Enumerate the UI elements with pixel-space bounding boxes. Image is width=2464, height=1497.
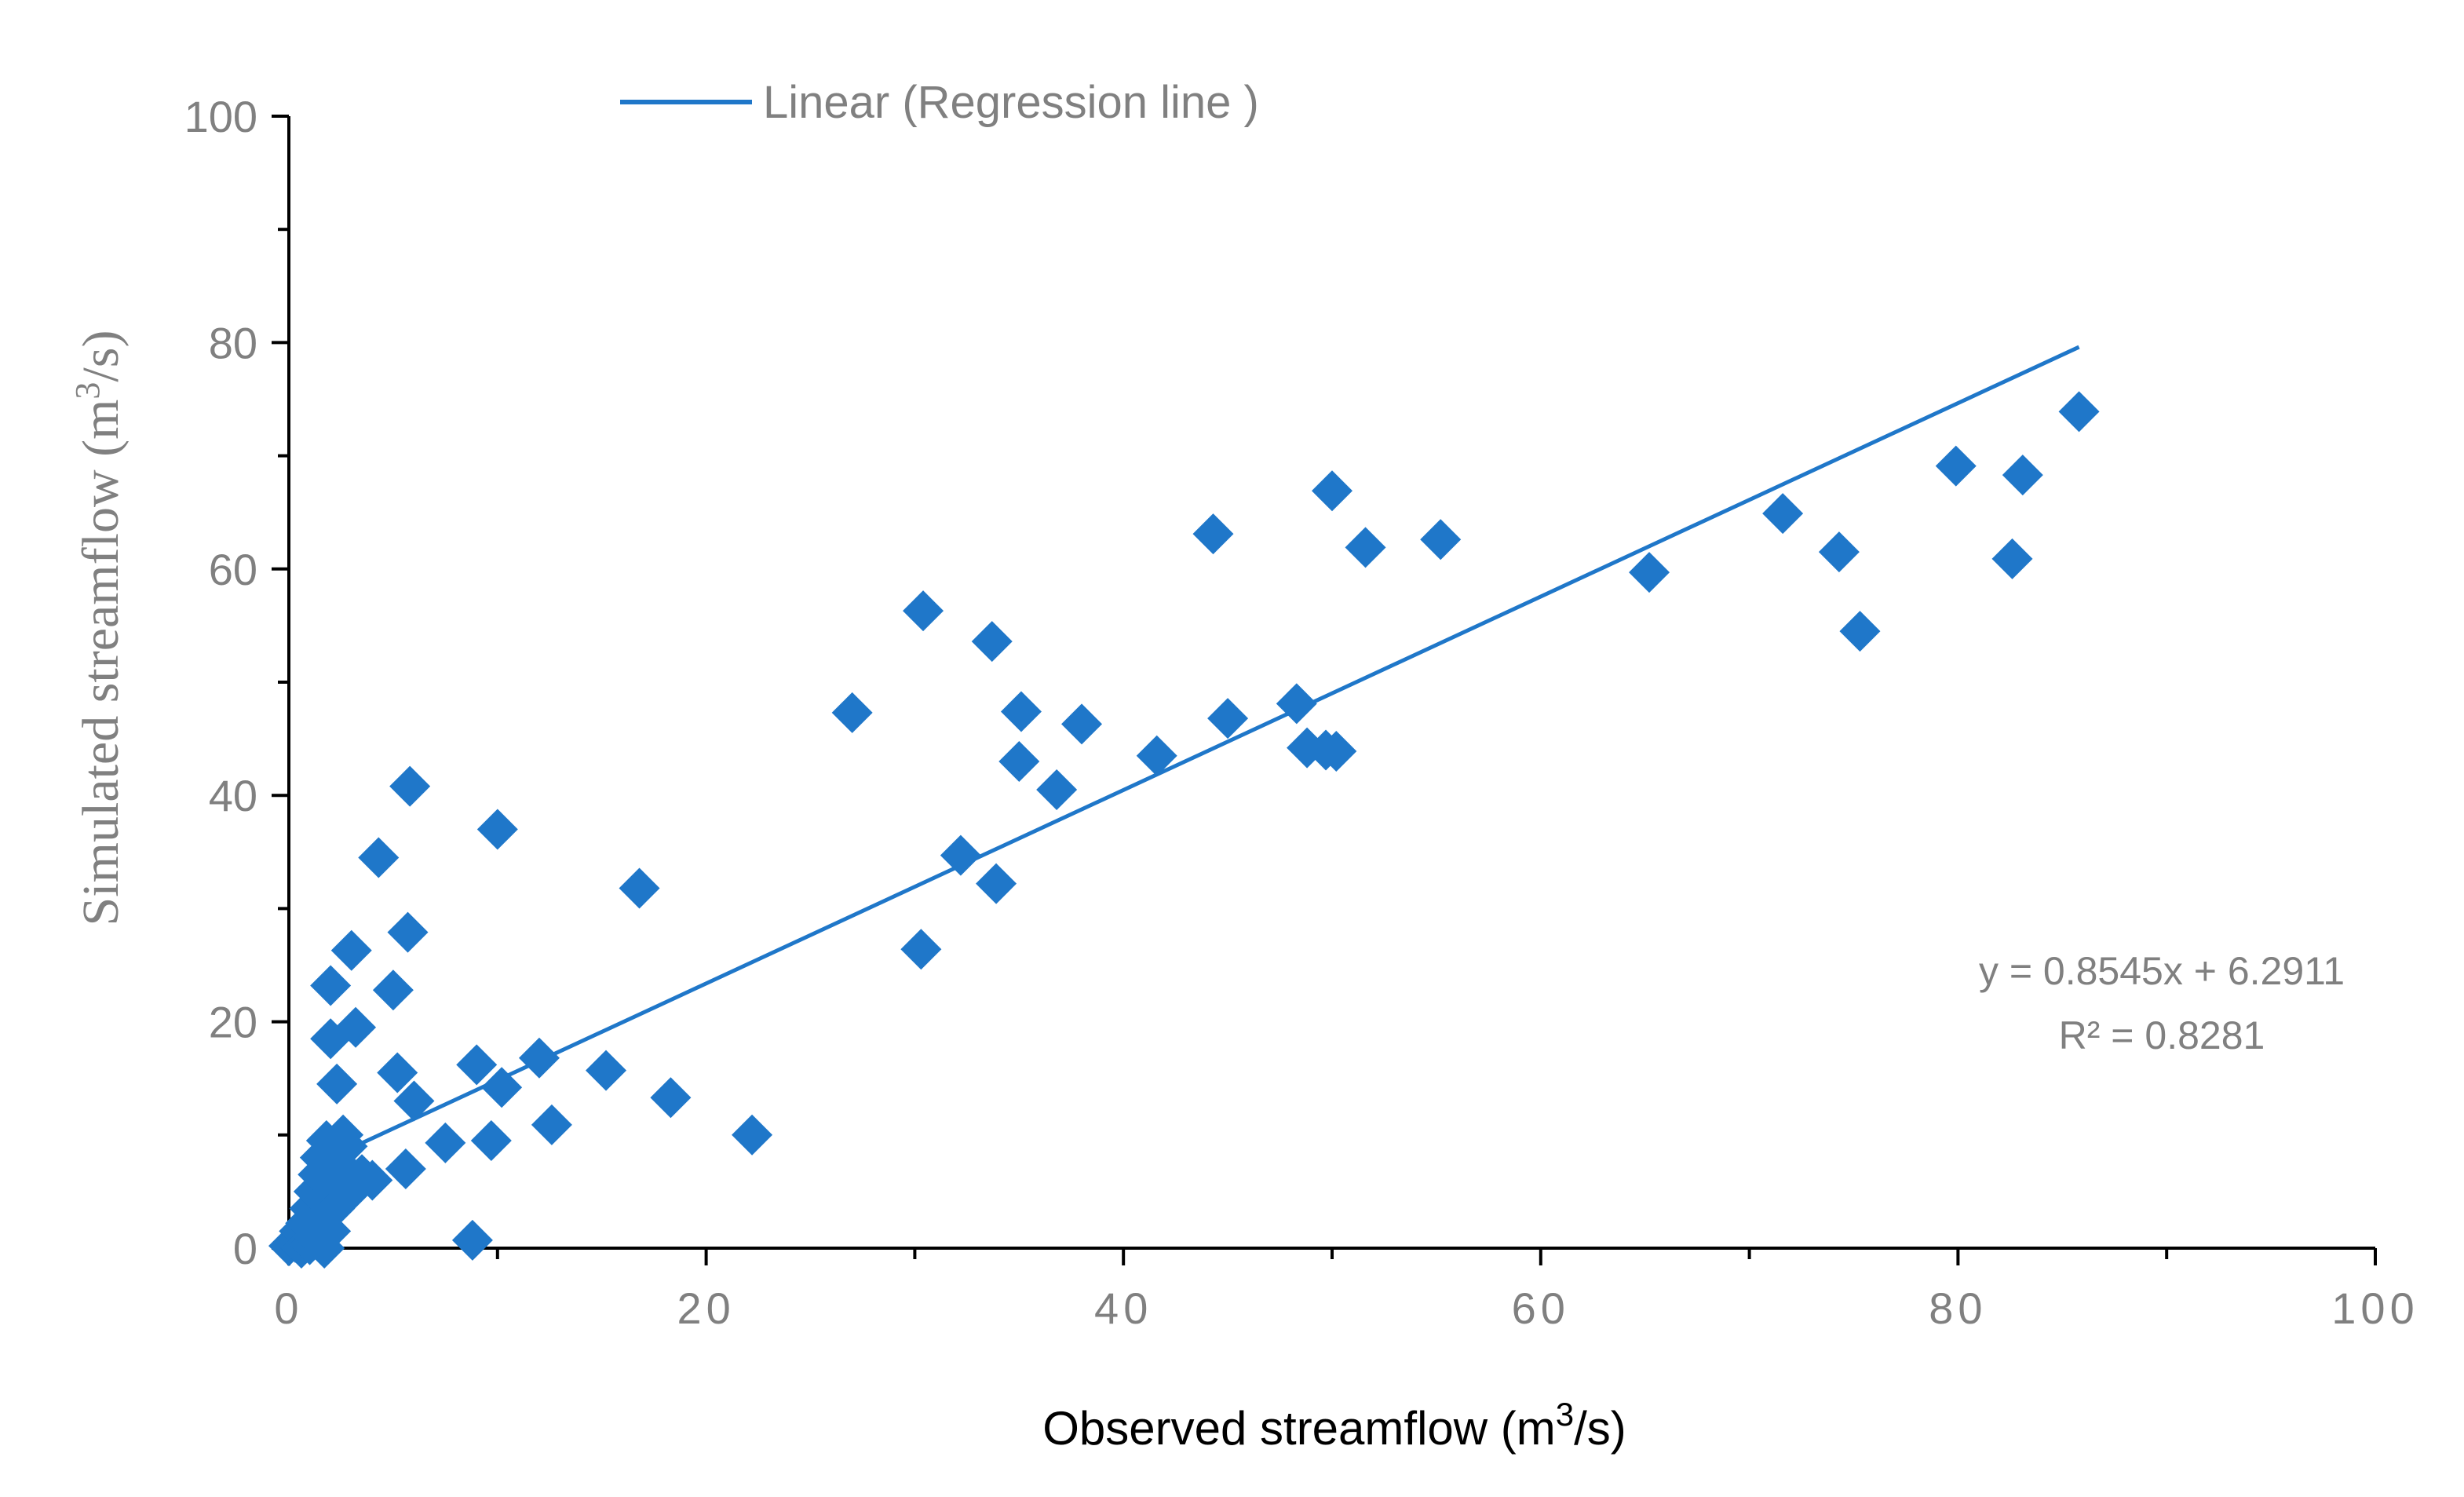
equation-text: y = 0.8545x + 6.2911 bbox=[1979, 949, 2345, 993]
data-point bbox=[310, 965, 352, 1006]
data-point bbox=[586, 1050, 627, 1091]
data-point bbox=[327, 1126, 368, 1167]
data-point bbox=[1192, 513, 1234, 555]
y-axis-title: Simulated streamflow (m3/s) bbox=[68, 330, 130, 926]
data-point bbox=[976, 863, 1017, 904]
data-point bbox=[372, 969, 414, 1011]
data-point bbox=[1839, 611, 1881, 652]
axes: 0 20 40 60 80 100 0 20 40 60 80 100 bbox=[184, 92, 2418, 1333]
data-point bbox=[831, 692, 873, 733]
data-point bbox=[1420, 519, 1462, 560]
data-point bbox=[1036, 769, 1078, 810]
data-point bbox=[358, 837, 400, 878]
y-axis-title-main: Simulated streamflow (m bbox=[72, 400, 130, 926]
data-point bbox=[1935, 445, 1977, 487]
data-point bbox=[1316, 730, 1357, 772]
data-point bbox=[2002, 455, 2043, 496]
y-ticks bbox=[272, 115, 289, 1250]
legend-label: Linear (Regression line ) bbox=[763, 77, 1259, 128]
y-tick-label: 20 bbox=[209, 998, 257, 1047]
y-axis-title-suffix: /s) bbox=[72, 330, 130, 382]
y-tick-label: 100 bbox=[184, 92, 257, 141]
x-axis-title: Observed streamflow (m3/s) bbox=[1042, 1396, 1626, 1455]
data-point bbox=[316, 1063, 358, 1104]
x-axis-title-suffix: /s) bbox=[1574, 1402, 1626, 1455]
data-point bbox=[1061, 703, 1103, 745]
x-tick-label: 80 bbox=[1929, 1283, 1987, 1333]
x-tick-label: 40 bbox=[1094, 1283, 1152, 1333]
regression-equation: y = 0.8545x + 6.2911 R² = 0.8281 bbox=[1979, 949, 2345, 1057]
x-tick-label: 20 bbox=[677, 1283, 735, 1333]
data-point bbox=[1629, 552, 1670, 593]
data-point bbox=[389, 765, 431, 807]
data-point bbox=[330, 929, 372, 971]
x-ticks bbox=[287, 1248, 2377, 1265]
data-point bbox=[335, 1006, 377, 1048]
x-tick-label: 60 bbox=[1512, 1283, 1570, 1333]
data-point bbox=[2058, 391, 2100, 433]
legend: Linear (Regression line ) bbox=[620, 77, 1259, 128]
regression-line bbox=[330, 345, 2080, 1159]
data-point bbox=[971, 621, 1013, 663]
data-point bbox=[393, 1080, 435, 1122]
data-point bbox=[1818, 531, 1860, 573]
y-tick-label: 0 bbox=[233, 1224, 257, 1273]
data-point bbox=[940, 834, 981, 876]
data-point bbox=[1991, 538, 2033, 579]
data-point bbox=[1345, 527, 1386, 568]
y-axis-title-sup: 3 bbox=[68, 382, 107, 400]
x-tick-label: 0 bbox=[274, 1283, 303, 1333]
data-point bbox=[1762, 493, 1804, 535]
data-point bbox=[352, 1159, 393, 1201]
data-point bbox=[531, 1104, 572, 1145]
data-points bbox=[268, 391, 2100, 1269]
data-point bbox=[732, 1114, 773, 1156]
data-point bbox=[1276, 683, 1317, 725]
data-point bbox=[456, 1044, 498, 1086]
data-point bbox=[998, 740, 1040, 782]
data-point bbox=[425, 1122, 466, 1163]
r-squared-text: R² = 0.8281 bbox=[2059, 1013, 2265, 1057]
data-point bbox=[481, 1067, 523, 1108]
data-point bbox=[385, 1148, 426, 1190]
data-point bbox=[1136, 735, 1177, 776]
data-point bbox=[377, 1052, 418, 1094]
data-point bbox=[650, 1077, 692, 1119]
data-point bbox=[451, 1219, 493, 1261]
y-tick-label: 60 bbox=[209, 545, 257, 594]
x-axis-title-main: Observed streamflow (m bbox=[1042, 1402, 1556, 1455]
y-tick-labels: 0 20 40 60 80 100 bbox=[184, 92, 257, 1273]
data-point bbox=[1000, 691, 1042, 732]
data-point bbox=[476, 809, 518, 850]
x-tick-labels: 0 20 40 60 80 100 bbox=[274, 1283, 2418, 1333]
data-point bbox=[1312, 470, 1352, 512]
y-tick-label: 80 bbox=[209, 318, 257, 367]
data-point bbox=[619, 867, 660, 909]
data-point bbox=[387, 911, 429, 953]
data-point bbox=[518, 1037, 560, 1079]
x-axis-title-sup: 3 bbox=[1556, 1396, 1574, 1433]
data-point bbox=[470, 1120, 512, 1162]
data-point bbox=[903, 590, 944, 632]
data-point bbox=[1207, 698, 1249, 739]
x-tick-label: 100 bbox=[2331, 1283, 2418, 1333]
y-tick-label: 40 bbox=[209, 771, 257, 820]
data-point bbox=[900, 929, 942, 970]
